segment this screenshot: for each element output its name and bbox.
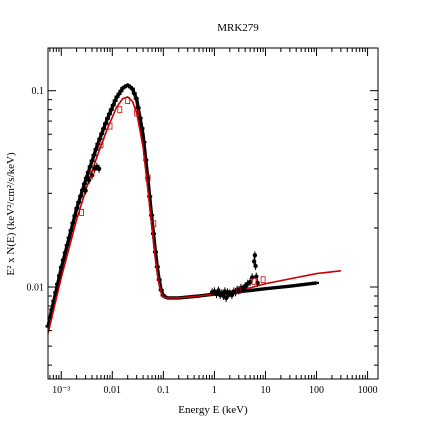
model-marker <box>49 308 55 311</box>
model-marker <box>137 116 143 120</box>
error-box <box>134 109 140 117</box>
data-point <box>83 188 88 193</box>
model-marker <box>131 92 137 95</box>
error-box <box>107 122 113 130</box>
model-marker <box>106 112 112 116</box>
model-marker <box>83 176 89 180</box>
x-tick-label: 100 <box>309 385 324 396</box>
y-tick-label: 0.1 <box>32 86 45 97</box>
x-axis-label: Energy E (keV) <box>178 404 248 416</box>
model-marker <box>78 195 84 198</box>
model-marker <box>76 201 82 204</box>
model-marker <box>129 87 135 90</box>
model-marker <box>141 141 147 144</box>
series-line-black <box>46 83 317 327</box>
data-point <box>253 263 258 269</box>
model-marker <box>80 188 85 192</box>
error-box <box>79 208 84 216</box>
model-marker <box>47 316 53 320</box>
model-marker <box>66 236 72 239</box>
model-marker <box>126 84 132 87</box>
model-marker <box>101 127 107 130</box>
model-marker <box>145 176 151 179</box>
model-marker <box>151 232 156 235</box>
error-box <box>151 220 157 228</box>
model-marker <box>149 214 155 217</box>
model-marker <box>103 122 108 125</box>
model-marker <box>118 89 124 93</box>
model-marker <box>87 165 93 168</box>
model-marker <box>57 274 62 277</box>
model-marker <box>72 214 78 217</box>
data-point <box>216 288 221 293</box>
model-marker <box>99 132 105 135</box>
model-marker <box>85 171 91 174</box>
model-marker <box>95 142 101 146</box>
data-point <box>247 279 253 285</box>
error-box <box>125 97 131 104</box>
model-marker <box>314 281 319 285</box>
model-marker <box>60 258 66 262</box>
x-tick-label: 10 <box>261 385 271 396</box>
data-point <box>89 173 95 178</box>
model-marker <box>116 92 122 96</box>
model-marker <box>70 221 76 225</box>
model-marker <box>89 159 95 162</box>
model-marker <box>81 182 87 186</box>
model-marker <box>105 117 110 120</box>
model-marker <box>108 108 114 111</box>
x-tick-label: 10⁻³ <box>52 385 70 396</box>
data-point <box>96 166 102 171</box>
y-tick-label: 0.01 <box>27 283 45 294</box>
tick-labels: 10⁻³ 0.01 0.1 1 10 100 1000 0.01 0.1 <box>27 86 378 396</box>
model-marker <box>122 85 128 89</box>
model-marker <box>53 291 59 294</box>
model-marker <box>112 99 118 102</box>
model-marker <box>74 207 80 210</box>
x-tick-label: 0.1 <box>157 385 170 396</box>
model-marker <box>55 282 61 286</box>
data-point <box>254 274 259 279</box>
model-marker <box>97 137 103 141</box>
chart-title: MRK279 <box>217 22 259 34</box>
data-point <box>214 291 219 297</box>
plot-frame <box>47 47 379 380</box>
y-axis-label: E² x N(E) (keV²/cm²/s/keV) <box>5 152 17 276</box>
error-box <box>236 287 242 294</box>
model-marker <box>143 158 149 162</box>
model-marker <box>64 244 70 247</box>
model-marker <box>58 266 64 269</box>
model-marker <box>62 251 68 254</box>
model-marker <box>135 106 141 109</box>
data-point <box>229 292 235 298</box>
model-marker <box>128 86 133 89</box>
model-marker <box>139 127 145 130</box>
error-box <box>251 277 257 285</box>
model-marker <box>51 299 57 303</box>
model-marker <box>120 86 126 90</box>
error-box <box>145 174 151 182</box>
x-tick-label: 0.01 <box>104 385 122 396</box>
model-marker <box>68 229 74 232</box>
error-box <box>117 106 123 114</box>
data-point <box>224 295 229 301</box>
error-box <box>260 276 266 284</box>
model-marker <box>110 103 116 107</box>
model-marker <box>147 195 153 198</box>
model-marker <box>133 97 139 100</box>
x-tick-label: 1000 <box>358 385 378 396</box>
model-marker <box>114 95 120 98</box>
model-marker <box>93 148 99 151</box>
series-layer <box>45 83 341 334</box>
error-box <box>98 141 104 149</box>
x-tick-label: 1 <box>212 385 217 396</box>
data-point <box>86 178 92 183</box>
data-point <box>252 253 258 258</box>
error-box <box>89 169 95 177</box>
ticks-layer <box>48 48 378 379</box>
model-marker <box>91 153 97 157</box>
model-marker <box>156 278 162 281</box>
